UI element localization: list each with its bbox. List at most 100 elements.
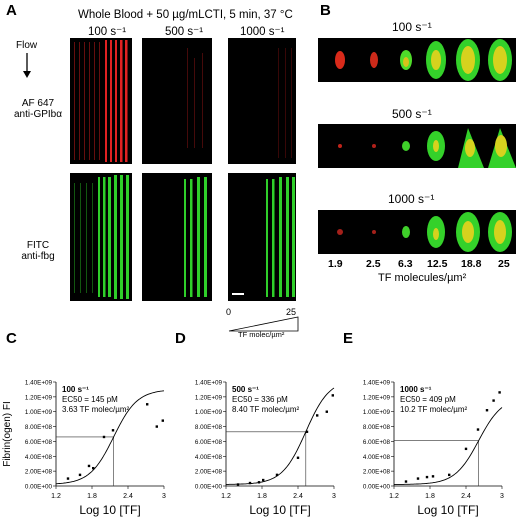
gradient-wedge-icon (228, 316, 299, 332)
y-tick-label: 0.00E+00 (25, 484, 53, 491)
data-point (262, 478, 265, 482)
chart-d: 0.00E+00 2.00E+08 4.00E+08 6.00E+08 8.00E+08… (195, 380, 336, 518)
data-point (78, 473, 82, 477)
b-tf-6: 25 (498, 258, 510, 270)
data-point (236, 483, 240, 486)
panel-label-e: E (343, 330, 354, 347)
panel-label-d: D (175, 330, 186, 347)
b-thrombi-100 (335, 39, 512, 81)
b-tf-5: 18.8 (461, 258, 482, 270)
micrograph-green-1000 (228, 173, 296, 301)
green-dots-pattern-500 (184, 177, 207, 297)
gradient-max: 25 (286, 307, 297, 317)
x-tick-label: 3 (162, 493, 166, 500)
y-tick-label: 0.00E+00 (195, 484, 223, 491)
b-tf-1: 1.9 (328, 258, 343, 270)
x-axis-label: Log 10 [TF] (417, 503, 478, 517)
annotation-ec50: EC50 = 336 pM (232, 395, 288, 404)
y-tick-label: 2.00E+08 (363, 469, 391, 476)
y-tick-label: 1.40E+09 (363, 380, 391, 387)
micrograph-red-100 (70, 38, 132, 164)
data-point (464, 447, 468, 451)
micrograph-green-100 (70, 173, 132, 301)
b-micrograph-1000 (318, 210, 516, 254)
fit-curve (394, 407, 503, 485)
panel-label-b: B (320, 2, 331, 19)
y-tick-label: 1.00E+09 (25, 409, 53, 416)
x-tick-label: 1.8 (257, 493, 267, 500)
y-tick-label: 8.00E+08 (195, 424, 223, 431)
y-tick-label: 4.00E+08 (363, 454, 391, 461)
data-point (305, 430, 309, 433)
data-point (102, 435, 106, 439)
data-point (404, 480, 408, 483)
b-row3-title: 1000 s⁻¹ (388, 192, 435, 206)
panel-label-a: A (6, 2, 17, 19)
shear-rate-500: 500 s⁻¹ (165, 26, 204, 38)
b-xlabel: TF molecules/µm² (378, 272, 467, 284)
data-point (155, 425, 158, 428)
micrograph-red-500 (142, 38, 212, 164)
data-point (146, 403, 149, 406)
x-axis-label: Log 10 [TF] (79, 503, 140, 517)
b-tf-2: 2.5 (366, 258, 381, 270)
x-tick-label: 1.8 (425, 493, 435, 500)
row1-label-line1: AF 647 (21, 98, 55, 109)
annotation-shear: 100 s⁻¹ (62, 385, 89, 394)
annotation-tf: 8.40 TF molec/µm² (232, 405, 299, 414)
chart-e: 0.00E+00 2.00E+08 4.00E+08 6.00E+08 8.00E+08… (363, 380, 504, 518)
scale-bar (232, 293, 244, 295)
y-tick-label: 8.00E+08 (25, 424, 53, 431)
fit-curve (226, 387, 335, 485)
x-tick-label: 1.2 (51, 493, 61, 500)
annotation-ec50: EC50 = 145 pM (62, 395, 118, 404)
data-point (111, 429, 115, 432)
b-thrombi-500 (338, 128, 516, 168)
row2-label-line1: FITC (26, 240, 50, 251)
y-tick-label: 1.20E+09 (195, 394, 223, 401)
red-dots-pattern-1000 (278, 48, 292, 158)
y-tick-label: 1.00E+09 (195, 409, 223, 416)
annotation-shear: 1000 s⁻¹ (400, 385, 432, 394)
y-tick-label: 4.00E+08 (25, 454, 53, 461)
y-tick-label: 0.00E+00 (363, 484, 391, 491)
b-micrograph-100 (318, 38, 516, 82)
data-point (92, 466, 95, 470)
y-tick-label: 4.00E+08 (195, 454, 223, 461)
data-point (331, 394, 334, 397)
b-micrograph-500 (318, 124, 516, 168)
green-dots-pattern-1000 (232, 177, 295, 297)
panel-a-header: Whole Blood + 50 µg/mLCTI, 5 min, 37 °C (78, 9, 293, 21)
y-tick-label: 2.00E+08 (25, 469, 53, 476)
micrograph-red-1000 (228, 38, 296, 164)
data-point (448, 473, 451, 477)
x-tick-label: 3 (332, 493, 336, 500)
panel-label-c: C (6, 330, 17, 347)
y-tick-label: 6.00E+08 (25, 439, 53, 446)
data-point (416, 477, 420, 480)
micrograph-green-500 (142, 173, 212, 301)
green-dots-pattern-100 (74, 175, 129, 299)
data-point (248, 481, 252, 485)
b-tf-3: 6.3 (398, 258, 413, 270)
y-tick-label: 1.20E+09 (363, 394, 391, 401)
flow-label: Flow (16, 40, 38, 51)
data-point (476, 428, 480, 431)
data-point (498, 391, 501, 394)
data-point (275, 473, 279, 477)
x-tick-label: 2.4 (123, 493, 133, 500)
data-point (66, 477, 70, 480)
y-tick-label: 6.00E+08 (195, 439, 223, 446)
y-tick-label: 1.00E+09 (363, 409, 391, 416)
data-point (296, 456, 300, 459)
shear-rate-1000: 1000 s⁻¹ (240, 26, 285, 38)
x-tick-label: 2.4 (461, 493, 471, 500)
y-tick-label: 8.00E+08 (363, 424, 391, 431)
flow-arrow-icon (23, 53, 31, 78)
b-thrombi-1000 (337, 212, 512, 252)
fit-curve (55, 390, 165, 485)
shear-rate-100: 100 s⁻¹ (88, 26, 127, 38)
x-tick-label: 1.2 (389, 493, 399, 500)
data-point (316, 414, 319, 417)
annotation-tf: 10.2 TF molec/µm² (400, 405, 467, 414)
